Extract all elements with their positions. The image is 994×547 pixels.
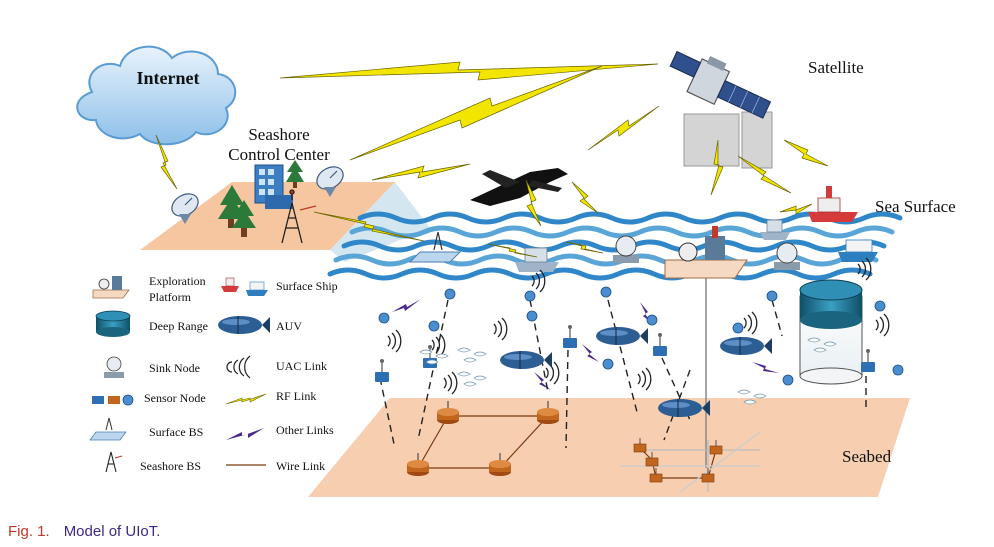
legend-deep-range: Deep Range [149, 319, 208, 333]
surface-bs-icon [408, 231, 462, 263]
seashore-label-line1: Seashore [248, 125, 309, 144]
exploration-platform-icon [664, 226, 748, 468]
seashore-land [140, 182, 395, 250]
sea-surface-label: Sea Surface [875, 197, 956, 216]
sink-node-1-icon [613, 235, 639, 263]
legend-surface-ship-icon [221, 277, 268, 296]
legend-sink-node-icon [104, 356, 124, 378]
legend-surface-bs-icon [89, 417, 127, 441]
figure-caption: Fig. 1. Model of UIoT. [8, 523, 160, 540]
tree-icons [218, 160, 304, 237]
legend-other-links-icon [226, 428, 264, 440]
surface-ship-grey-left-icon [515, 247, 559, 272]
sensor-buoy-1 [374, 358, 390, 383]
legend-exploration-platform-icon [92, 276, 130, 299]
sea-surface-waves [327, 211, 903, 281]
legend-other-links: Other Links [276, 423, 334, 437]
satellite-icon [669, 50, 773, 169]
legend-rf-link: RF Link [276, 389, 316, 403]
other-links [392, 299, 779, 390]
sink-node-2-icon [774, 242, 800, 270]
legend-seashore-bs: Seashore BS [140, 459, 201, 473]
surface-ship-cruise-icon [838, 239, 878, 262]
legend-surface-ship: Surface Ship [276, 279, 338, 293]
legend-exploration-line2: Platform [149, 290, 192, 304]
sensor-spheres [378, 286, 904, 386]
legend-uac-link: UAC Link [276, 359, 327, 373]
seabed-plane [308, 398, 910, 497]
internet-label: Internet [137, 68, 200, 88]
legend-exploration-line1: Exploration [149, 274, 206, 288]
figure-caption-number: Fig. 1. [8, 523, 50, 540]
legend-wire-link: Wire Link [276, 459, 325, 473]
rf-links [155, 61, 829, 258]
legend-rf-link-icon [225, 393, 267, 405]
legend-sensor-node-icon [92, 394, 134, 406]
satellite-label: Satellite [808, 58, 864, 77]
surface-ship-grey-right-icon [760, 219, 790, 240]
legend-auv: AUV [276, 319, 302, 333]
legend: Exploration Platform Surface Ship Deep R… [89, 274, 338, 473]
seashore-label-line2: Control Center [228, 145, 330, 164]
figure-caption-text: Model of UIoT. [63, 523, 161, 540]
deep-range-drum-icon [799, 279, 863, 385]
legend-uac-link-icon [226, 355, 251, 379]
control-center-building-icon [254, 164, 293, 209]
seashore-bs-tower-icon [281, 189, 317, 244]
seabed-label: Seabed [842, 447, 892, 466]
legend-deep-range-icon [95, 310, 131, 337]
legend-auv-icon [217, 315, 271, 335]
legend-surface-bs: Surface BS [149, 425, 203, 439]
surface-ship-red-icon [808, 186, 858, 222]
legend-sink-node: Sink Node [149, 361, 200, 375]
legend-sensor-node: Sensor Node [144, 391, 206, 405]
aircraft-icon [470, 168, 568, 206]
legend-seashore-bs-icon [105, 451, 123, 473]
internet-cloud-icon [76, 45, 237, 146]
